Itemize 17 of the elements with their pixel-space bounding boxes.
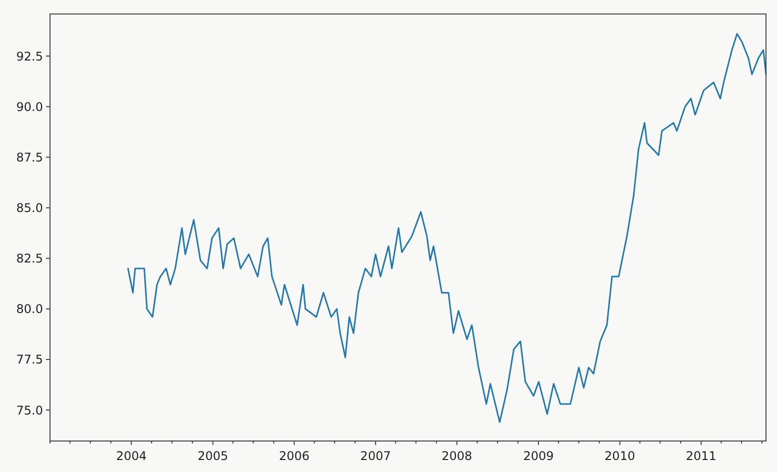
x-tick-label: 2010	[604, 449, 636, 463]
x-tick-label: 2011	[686, 449, 716, 463]
x-tick-label: 2005	[198, 449, 228, 463]
y-tick-label: 82.5	[16, 252, 43, 266]
y-tick-label: 87.5	[16, 150, 43, 164]
y-tick-label: 90.0	[16, 100, 43, 114]
y-tick-label: 85.0	[16, 200, 43, 215]
y-tick-label: 80.0	[16, 302, 43, 316]
x-tick-label: 2006	[278, 449, 310, 463]
line-series	[127, 33, 767, 423]
y-tick-label: 75.0	[16, 403, 43, 418]
x-tick-label: 2009	[523, 449, 554, 463]
x-tick-label: 2007	[360, 449, 391, 463]
x-tick-label: 2008	[442, 449, 472, 463]
x-tick-label: 2004	[116, 449, 147, 463]
y-tick-label: 77.5	[16, 352, 43, 367]
y-tick-label: 92.5	[16, 49, 43, 64]
